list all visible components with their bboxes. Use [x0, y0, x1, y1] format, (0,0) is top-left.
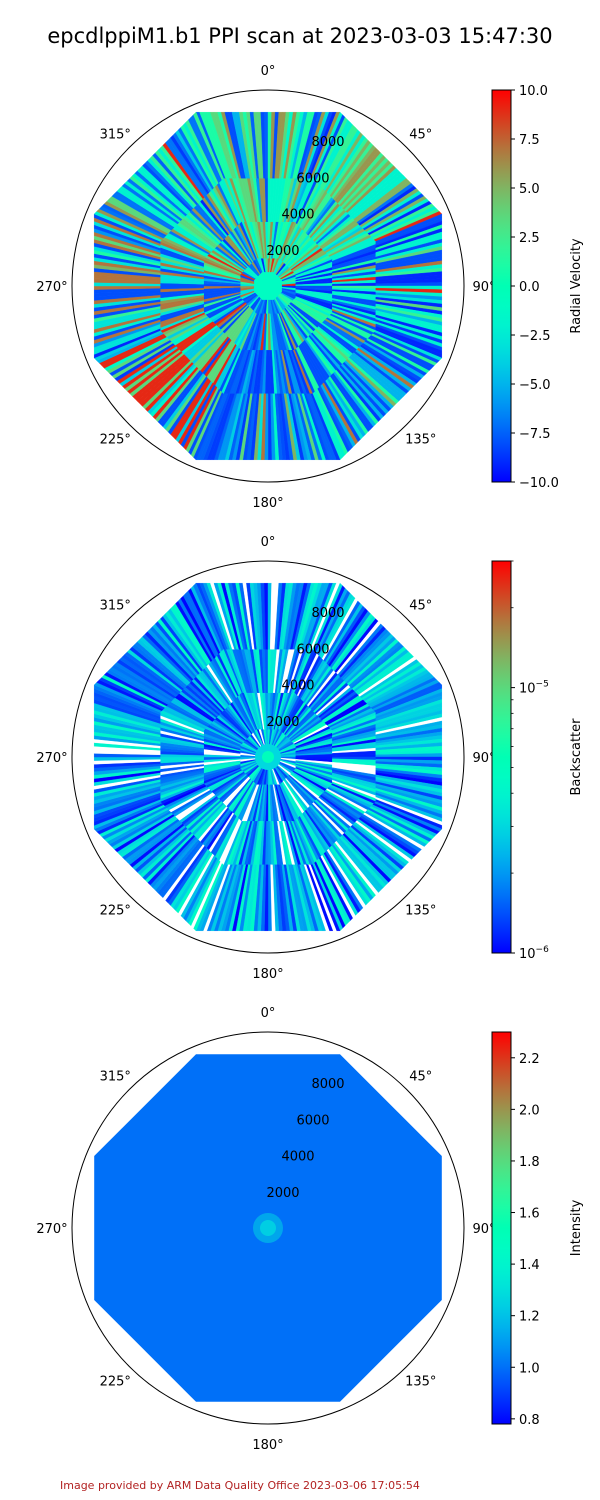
center-blob	[260, 1220, 276, 1236]
r-tick-label: 2000	[266, 715, 299, 730]
colorbar-tick-label: −5.0	[519, 378, 551, 393]
colorbar-tick-label: 10−5	[519, 680, 549, 697]
theta-tick-label: 135°	[405, 433, 436, 448]
colorbar-tick-label: −2.5	[519, 329, 551, 344]
r-tick-label: 6000	[296, 1113, 329, 1128]
polar-axes-outline	[71, 89, 465, 483]
theta-tick-label: 0°	[261, 535, 276, 550]
polar-axes-outline	[71, 1031, 465, 1425]
colorbar-tick-label: 2.0	[519, 1103, 540, 1118]
theta-tick-label: 135°	[405, 904, 436, 919]
colorbar-tick-label: 10−6	[519, 945, 549, 962]
colorbar-tick-label: 10.0	[519, 84, 548, 99]
colorbar-tick-label: −7.5	[519, 427, 551, 442]
r-tick-label: 8000	[311, 1077, 344, 1092]
r-tick-label: 2000	[266, 244, 299, 259]
r-tick-label: 8000	[311, 606, 344, 621]
ppi-bin	[193, 111, 224, 181]
ppi-panel-2: 2000 4000 6000 8000 0° 45° 90° 135° 180° 225° 270°…	[36, 535, 584, 982]
theta-tick-label: 180°	[252, 1438, 283, 1453]
theta-tick-label: 45°	[409, 598, 432, 613]
colorbar-label: Backscatter	[569, 718, 584, 796]
colorbar-tick-label: 1.8	[519, 1155, 540, 1170]
theta-tick-label: 225°	[100, 433, 131, 448]
theta-tick-label: 270°	[36, 280, 67, 295]
colorbar-label: Intensity	[569, 1199, 584, 1256]
ppi-data-field	[93, 111, 443, 461]
r-tick-label: 4000	[281, 208, 314, 223]
r-tick-label: 4000	[281, 679, 314, 694]
ppi-data-field	[94, 1054, 442, 1402]
colorbar-tick-label: 0.0	[519, 280, 540, 295]
center-blob	[254, 272, 282, 300]
ppi-data-field	[93, 582, 443, 932]
theta-tick-label: 315°	[100, 127, 131, 142]
colorbar-tick-label: −10.0	[519, 476, 559, 491]
theta-tick-label: 135°	[405, 1375, 436, 1390]
colorbar: 10−6 10−5 Backscatter	[491, 560, 584, 962]
footer-credit: Image provided by ARM Data Quality Offic…	[60, 1479, 420, 1492]
colorbar-tick-label: 1.0	[519, 1361, 540, 1376]
colorbar-tick-label: 2.5	[519, 231, 540, 246]
theta-tick-label: 270°	[36, 1222, 67, 1237]
colorbar-tick-label: 1.6	[519, 1207, 540, 1222]
r-tick-label: 4000	[281, 1150, 314, 1165]
colorbar-tick-label: 1.2	[519, 1310, 540, 1325]
r-tick-label: 8000	[311, 135, 344, 150]
center-blob	[262, 751, 274, 763]
theta-tick-label: 315°	[100, 1069, 131, 1084]
theta-tick-label: 90°	[472, 751, 495, 766]
theta-tick-label: 90°	[472, 1222, 495, 1237]
theta-tick-label: 45°	[409, 127, 432, 142]
colorbar-bar	[491, 1031, 512, 1425]
colorbar-tick-label: 7.5	[519, 133, 540, 148]
figure-title: epcdlppiM1.b1 PPI scan at 2023-03-03 15:…	[47, 24, 553, 48]
theta-tick-label: 270°	[36, 751, 67, 766]
colorbar-tick-label: 1.4	[519, 1258, 540, 1273]
colorbar-tick-label: 0.8	[519, 1413, 540, 1428]
theta-tick-label: 225°	[100, 1375, 131, 1390]
theta-tick-label: 315°	[100, 598, 131, 613]
r-tick-label: 6000	[296, 642, 329, 657]
theta-tick-label: 90°	[472, 280, 495, 295]
theta-tick-label: 180°	[252, 967, 283, 982]
ppi-panel-1: 2000 4000 6000 8000 0° 45° 90° 135° 180° 225° 270°…	[36, 64, 584, 511]
colorbar: 0.8 1.0 1.2 1.4 1.6 1.8 2.0 2.2 Intensity	[491, 1031, 584, 1428]
theta-tick-label: 0°	[261, 64, 276, 79]
colorbar-label: Radial Velocity	[569, 238, 584, 334]
ppi-panel-3: 2000 4000 6000 8000 0° 45° 90° 135° 180° 225° 270°…	[36, 1006, 584, 1453]
r-tick-label: 2000	[266, 1186, 299, 1201]
polar-axes-outline	[71, 560, 465, 954]
ppi-bin	[193, 582, 224, 652]
r-tick-label: 6000	[296, 171, 329, 186]
colorbar-tick-label: 2.2	[519, 1052, 540, 1067]
theta-tick-label: 225°	[100, 904, 131, 919]
colorbar-bar	[491, 560, 512, 954]
colorbar: −10.0 −7.5 −5.0 −2.5 0.0 2.5 5.0 7.5 10.0 Radial …	[491, 84, 584, 491]
theta-tick-label: 45°	[409, 1069, 432, 1084]
theta-tick-label: 180°	[252, 496, 283, 511]
colorbar-bar	[491, 89, 512, 483]
colorbar-tick-label: 5.0	[519, 182, 540, 197]
theta-tick-label: 0°	[261, 1006, 276, 1021]
